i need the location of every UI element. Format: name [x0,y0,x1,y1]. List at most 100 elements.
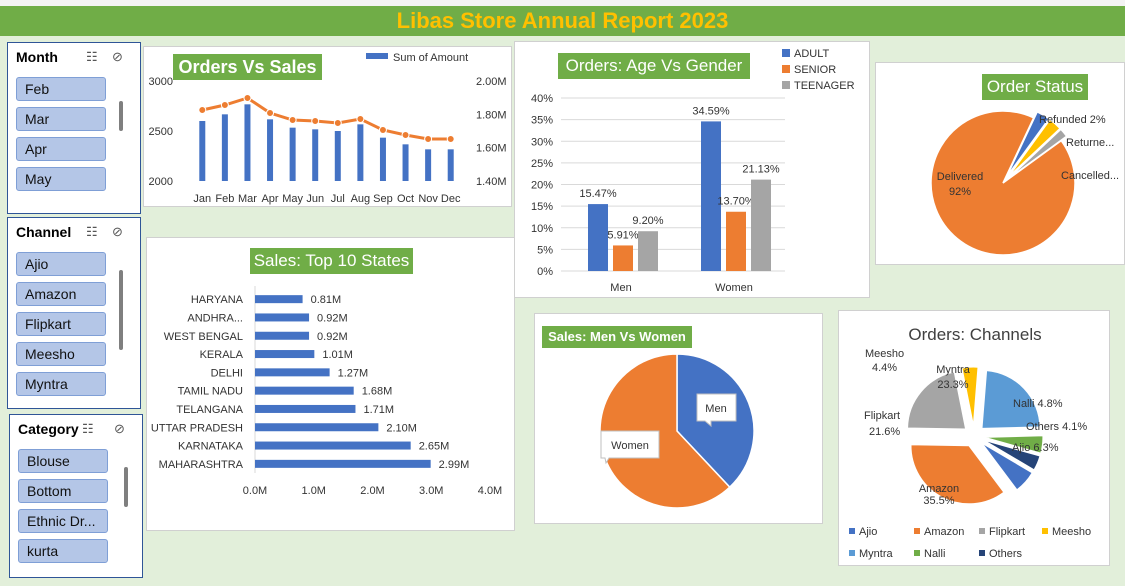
slicer-scrollbar[interactable] [124,467,128,507]
slicer-item-myntra[interactable]: Myntra [16,372,106,396]
men-women-panel[interactable]: Men Women Sales: Men Vs Women [534,313,823,524]
data-label: 1.27M [338,367,369,379]
slicer-title: Month [16,49,58,65]
data-label: 2.65M [419,441,450,453]
bar [255,423,379,432]
bar [255,331,310,340]
legend-swatch [849,528,855,534]
x-tick-label: Jan [193,193,211,205]
slice-label: Nalli 4.8% [1013,398,1063,410]
data-label: 5.91% [607,229,638,241]
clear-filter-icon[interactable]: ⊘ [114,421,125,436]
legend-label: TEENAGER [794,80,855,92]
age-gender-chart: 0% 5% 10% 15% 20% 25% 30% 35% 40% 15.47% 5.91% 9.20… [531,48,855,294]
x-tick-label: May [282,193,303,205]
y-tick-label-left: 2500 [149,126,173,138]
pie-slice [1005,110,1050,178]
bar [402,144,409,181]
slice-label: Flipkart [864,410,900,422]
slicer-item-bottom[interactable]: Bottom [18,479,108,503]
slicer-item-meesho[interactable]: Meesho [16,342,106,366]
channels-chart: Orders: Channels Ajio 6.3%Amazon35.5%Fli… [849,325,1091,560]
y-tick-label: ANDHRA... [187,312,243,324]
line-point [401,131,410,139]
clear-filter-icon[interactable]: ⊘ [112,49,123,64]
bar [447,149,454,181]
line-point [356,115,365,123]
line-point [198,106,207,114]
slicer-item-feb[interactable]: Feb [16,77,106,101]
bar [255,368,330,377]
order-status-panel[interactable]: Delivered 92% Refunded 2% Returne... Cancell… [875,62,1125,265]
multi-select-icon[interactable]: ☷ [82,421,94,436]
legend-swatch [782,81,790,89]
y-tick-label: 10% [531,223,553,235]
slicer-item-ethnic-dress[interactable]: Ethnic Dr... [18,509,108,533]
slice-label: Others 4.1% [1026,421,1087,433]
x-tick-label: Apr [261,193,278,205]
channels-panel[interactable]: Orders: Channels Ajio 6.3% Amazon 35.5% Fli… [838,310,1110,566]
month-slicer[interactable]: Month ☷ ⊘ Feb Mar Apr May [7,42,141,214]
clear-filter-icon[interactable]: ⊘ [112,224,123,239]
y-tick-label: HARYANA [191,294,244,306]
slicer-scrollbar[interactable] [119,270,123,350]
data-label: 2.10M [386,422,417,434]
legend-label: Sum of Amount [393,52,468,64]
line-point [333,119,342,127]
pie-slice [984,435,1044,454]
slice-label: Women [611,440,649,452]
y-tick-label-right: 1.80M [476,109,507,121]
y-tick-label-right: 1.60M [476,143,507,155]
y-tick-label: 40% [531,93,553,105]
bar [255,386,354,395]
chart-title: Sales: Men Vs Women [542,326,692,348]
orders-vs-sales-panel[interactable]: Sum of Amount 2000 2500 3000 1.40M 1.60M 1.80… [143,46,512,207]
pie-slice [983,439,1041,471]
top-states-chart: HARYANA 0.81M ANDHRA... 0.92M WEST BENGAL 0.9… [151,286,502,497]
slice-label: 23.3% [937,379,968,391]
y-tick-label: 25% [531,158,553,170]
y-tick-label: KERALA [200,349,244,361]
bar [588,204,608,271]
slicer-item-blouse[interactable]: Blouse [18,449,108,473]
y-tick-label: 5% [537,244,553,256]
age-gender-panel[interactable]: 0% 5% 10% 15% 20% 25% 30% 35% 40% 15.47% 5.91% 9.20… [514,41,870,298]
legend-swatch [782,49,790,57]
chart-title: Order Status [982,74,1088,100]
category-slicer[interactable]: Category ☷ ⊘ Blouse Bottom Ethnic Dr... … [9,414,143,578]
bar [751,179,771,271]
pie-slice [961,366,979,426]
slice-label: Delivered [937,171,983,183]
slicer-item-amazon[interactable]: Amazon [16,282,106,306]
x-tick-label: 3.0M [419,485,443,497]
multi-select-icon[interactable]: ☷ [86,49,98,64]
channel-slicer[interactable]: Channel ☷ ⊘ Ajio Amazon Flipkart Meesho … [7,217,141,409]
slicer-item-ajio[interactable]: Ajio [16,252,106,276]
top-states-panel[interactable]: HARYANA 0.81M ANDHRA... 0.92M WEST BENGAL 0.9… [146,237,515,531]
data-label: 9.20% [632,215,663,227]
slicer-item-apr[interactable]: Apr [16,137,106,161]
slicer-title: Category [18,421,79,437]
y-tick-label: 35% [531,115,553,127]
x-tick-label: 1.0M [302,485,326,497]
slice-label: 4.4% [872,362,897,374]
slicer-scrollbar[interactable] [119,101,123,131]
callout-box [600,430,660,465]
bar [425,149,432,181]
orders-vs-sales-chart: Sum of Amount 2000 2500 3000 1.40M 1.60M 1.80… [149,52,507,205]
legend-swatch [979,550,985,556]
x-tick-label: Men [610,282,631,294]
multi-select-icon[interactable]: ☷ [86,224,98,239]
slicer-item-flipkart[interactable]: Flipkart [16,312,106,336]
y-tick-label-left: 2000 [149,176,173,188]
slicer-title: Channel [16,224,72,240]
bar [379,137,386,181]
legend-label: Others [989,548,1023,560]
bar [255,313,310,322]
line-point [220,101,229,109]
slicer-item-may[interactable]: May [16,167,106,191]
slicer-item-mar[interactable]: Mar [16,107,106,131]
slicer-item-kurta[interactable]: kurta [18,539,108,563]
x-tick-label: Aug [351,193,371,205]
bar [199,121,206,181]
